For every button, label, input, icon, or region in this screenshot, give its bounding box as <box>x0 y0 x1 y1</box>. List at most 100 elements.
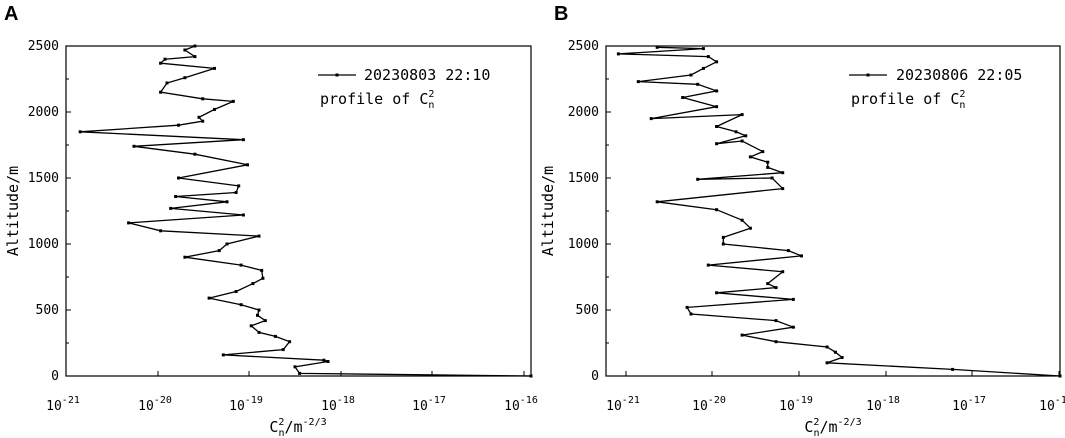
panel-a-series <box>78 44 533 378</box>
panel-a-data-point <box>241 138 245 142</box>
panel-b-letter: B <box>554 3 568 25</box>
panel-b-data-point <box>740 218 744 222</box>
panel-b-data-point <box>744 134 748 138</box>
panel-a-data-point <box>239 263 243 267</box>
panel-b-data-point <box>774 319 778 323</box>
panel-a-data-point <box>213 66 216 70</box>
panel-b-data-point <box>1058 374 1062 378</box>
panel-a-data-point <box>159 90 163 94</box>
panel-a-data-point <box>217 249 221 253</box>
panel-a-data-point <box>169 206 173 210</box>
panel-b-y-axis: 0 500 1000 1500 2000 2500 <box>568 39 611 384</box>
panel-a-plot-frame <box>65 45 532 377</box>
panel-b-data-point <box>786 249 790 253</box>
panel-a-data-point <box>207 296 211 300</box>
panel-b-data-point <box>840 356 844 359</box>
panel-b-data-point <box>715 142 719 146</box>
panel-a-data-point <box>257 330 261 334</box>
panel-a-x-tick-label: 10-17 <box>412 395 446 414</box>
panel-a-data-point <box>127 221 131 225</box>
panel-b-data-point <box>715 125 719 128</box>
panel-b-data-point <box>825 361 829 365</box>
panel-b-y-tick-label: 1500 <box>568 171 599 186</box>
panel-a-data-point <box>281 348 285 352</box>
panel-b-data-point <box>825 345 829 349</box>
panel-b-legend: 20230806 22:05 profile of C2 n <box>849 66 1022 111</box>
panel-b-data-point <box>715 208 719 212</box>
panel-b-y-tick-label: 2000 <box>568 105 599 120</box>
panel-b-data-point <box>766 282 770 286</box>
panel-a-data-point <box>225 200 229 204</box>
panel-b-data-point <box>681 96 685 99</box>
panel-b-y-tick-label: 2500 <box>568 39 599 54</box>
panel-a-data-point <box>165 81 169 85</box>
panel-a-legend: 20230803 22:10 profile of C2 n <box>318 66 490 111</box>
panel-a-legend-series: 20230803 22:10 <box>364 66 490 84</box>
panel-a-data-point <box>183 48 187 52</box>
panel-b-data-point <box>649 117 653 121</box>
panel-a-data-point <box>159 61 163 65</box>
panel-b-data-point <box>740 333 744 337</box>
panel-a-data-point <box>234 290 238 293</box>
panel-a-data-point <box>249 324 253 328</box>
panel-b-x-tick-label: 10-16 <box>1039 395 1065 414</box>
panel-b-data-point <box>685 305 689 309</box>
panel-a-data-point <box>246 163 249 167</box>
panel-b-data-point <box>706 55 710 59</box>
panel-b-data-point <box>655 200 659 204</box>
panel-b-data-point <box>791 297 795 301</box>
panel-b-x-label: C2 n/m-2/3 <box>804 417 861 438</box>
panel-b-series <box>616 45 1062 378</box>
panel-a-data-point <box>273 334 277 338</box>
panel-a-data-point <box>221 353 225 357</box>
panel-a-y-axis: 0 500 1000 1500 2000 2500 <box>28 39 71 384</box>
panel-a-data-point <box>193 152 197 156</box>
panel-a-letter: A <box>4 3 18 25</box>
panel-a-data-point <box>193 55 197 59</box>
panel-a-y-tick-label: 1500 <box>28 171 59 186</box>
panel-a-data-point <box>174 195 178 198</box>
panel-b-x-tick-label: 10-17 <box>952 395 986 414</box>
panel-b-data-point <box>715 105 719 109</box>
panel-a-data-point <box>263 319 267 323</box>
panel-a-data-point <box>293 365 297 369</box>
panel-a-data-point <box>239 303 243 307</box>
panel-a-data-point <box>213 107 216 111</box>
panel-a-data-point <box>183 255 187 259</box>
panel-a-x-tick-label: 10-18 <box>321 395 355 414</box>
panel-a-data-point <box>193 44 197 48</box>
panel-b-data-point <box>774 286 778 290</box>
panel-a-data-point <box>201 119 205 123</box>
panel-b-plot-frame <box>605 45 1061 377</box>
panel-a-profile-line <box>80 45 532 377</box>
panel-b-x-tick-label: 10-18 <box>866 395 900 414</box>
panel-a-y-label: Altitude/m <box>4 166 22 256</box>
panel-b-data-point <box>616 52 620 56</box>
panel-a-data-point <box>234 191 238 194</box>
panel-b-data-point <box>706 263 710 267</box>
panel-b-data-point <box>715 60 719 64</box>
panel-a-x-tick-label: 10-19 <box>229 395 263 414</box>
panel-a-data-point <box>231 99 235 103</box>
panel-a-data-point <box>257 308 261 312</box>
panel-b-y-tick-label: 0 <box>591 369 599 384</box>
panel-b-data-point <box>800 254 803 258</box>
panel-a-y-tick-label: 2500 <box>28 39 59 54</box>
panel-b-x-tick-label: 10-20 <box>692 395 726 414</box>
panel-a-data-point <box>237 184 241 188</box>
panel-a-data-point <box>257 234 261 238</box>
panel-a-data-point <box>183 76 187 80</box>
panel-a-data-point <box>197 115 201 119</box>
panel-a-data-point <box>256 313 259 317</box>
panel-b-data-point <box>696 82 700 86</box>
panel-b-x-axis: 10-21 10-20 10-19 10-18 10-17 10-16 <box>606 371 1065 414</box>
panel-a-data-point <box>288 340 292 344</box>
panel-a-data-point <box>132 144 136 148</box>
panel-a-x-tick-label: 10-16 <box>504 395 538 414</box>
panel-b-legend-caption: profile of C2 n <box>851 89 965 111</box>
panel-b-y-tick-label: 500 <box>576 303 599 318</box>
panel-b-data-point <box>740 113 744 117</box>
panel-b-x-tick-label: 10-19 <box>779 395 813 414</box>
